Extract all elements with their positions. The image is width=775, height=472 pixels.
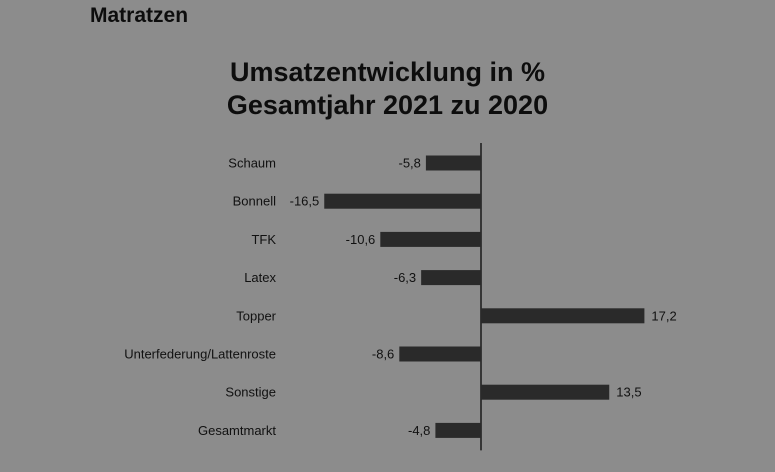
value-label: -10,6 (346, 232, 376, 247)
bar (324, 193, 481, 209)
value-label: 17,2 (651, 308, 676, 323)
chart-title-line-1: Umsatzentwicklung in % (229, 57, 546, 87)
section-heading: Matratzen (90, 4, 189, 27)
value-label: -6,3 (394, 270, 416, 285)
category-label: Bonnell (233, 194, 276, 209)
bar (425, 155, 481, 171)
category-label: Gesamtmarkt (198, 423, 276, 438)
bar (380, 231, 481, 247)
bar (421, 270, 481, 286)
category-label: Unterfederung/Lattenroste (124, 347, 276, 362)
bar (435, 422, 481, 438)
value-label: -8,6 (372, 347, 394, 362)
chart-title-line-2: Gesamtjahr 2021 zu 2020 (226, 90, 549, 120)
category-label: Latex (244, 270, 276, 285)
bar (481, 384, 610, 400)
bar (481, 308, 645, 324)
value-label: -5,8 (398, 156, 420, 171)
value-label: -16,5 (290, 194, 320, 209)
value-label: 13,5 (616, 385, 641, 400)
category-label: TFK (251, 232, 276, 247)
category-label: Sonstige (225, 385, 276, 400)
bar (399, 346, 481, 362)
category-label: Topper (236, 308, 276, 323)
chart-title: Umsatzentwicklung in % Gesamtjahr 2021 z… (0, 56, 775, 122)
value-label: -4,8 (408, 423, 430, 438)
category-label: Schaum (228, 156, 276, 171)
